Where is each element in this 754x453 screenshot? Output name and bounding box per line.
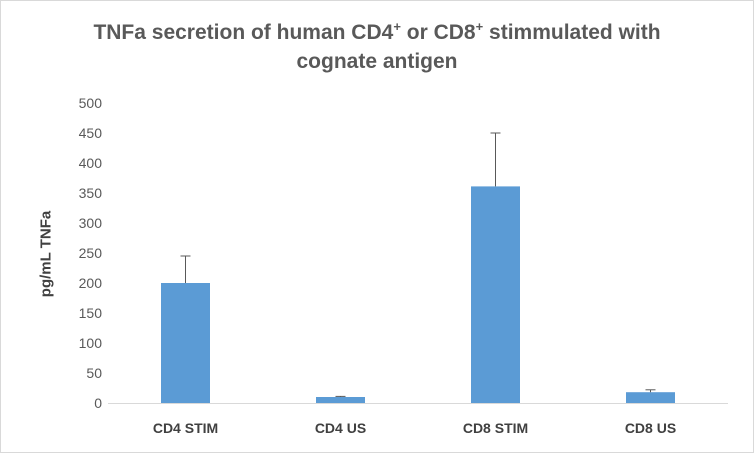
y-tick-label: 400 [79, 155, 103, 171]
bar [316, 397, 365, 403]
y-tick-label: 500 [79, 95, 103, 111]
x-tick-label: CD8 US [625, 420, 676, 436]
x-tick-label: CD4 STIM [153, 420, 218, 436]
y-tick-label: 450 [79, 125, 103, 141]
x-tick-label: CD4 US [315, 420, 366, 436]
y-tick-label: 50 [86, 365, 102, 381]
y-tick-label: 100 [79, 335, 103, 351]
chart-title-line2: cognate antigen [296, 50, 458, 73]
chart-title-line1: TNFa secretion of human CD4+ or CD8+ sti… [0, 18, 754, 47]
y-tick-label: 250 [79, 245, 103, 261]
title-superscript-1: + [393, 19, 401, 34]
bar [471, 186, 520, 403]
y-tick-label: 150 [79, 305, 103, 321]
title-part-end: stimmulated with [483, 21, 661, 44]
y-tick-label: 300 [79, 215, 103, 231]
title-superscript-2: + [475, 19, 484, 34]
y-tick-label: 200 [79, 275, 103, 291]
bar [626, 392, 675, 403]
y-tick-label: 0 [94, 395, 102, 411]
x-tick-label: CD8 STIM [463, 420, 528, 436]
title-part-mid: or CD8 [400, 21, 476, 44]
bar [161, 283, 210, 403]
chart-title: TNFa secretion of human CD4+ or CD8+ sti… [0, 18, 754, 76]
y-tick-label: 350 [79, 185, 103, 201]
title-part-main: TNFa secretion of human CD4 [93, 21, 394, 44]
